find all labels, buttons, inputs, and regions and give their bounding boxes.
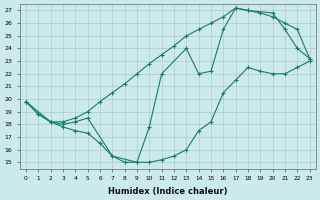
X-axis label: Humidex (Indice chaleur): Humidex (Indice chaleur) (108, 187, 228, 196)
